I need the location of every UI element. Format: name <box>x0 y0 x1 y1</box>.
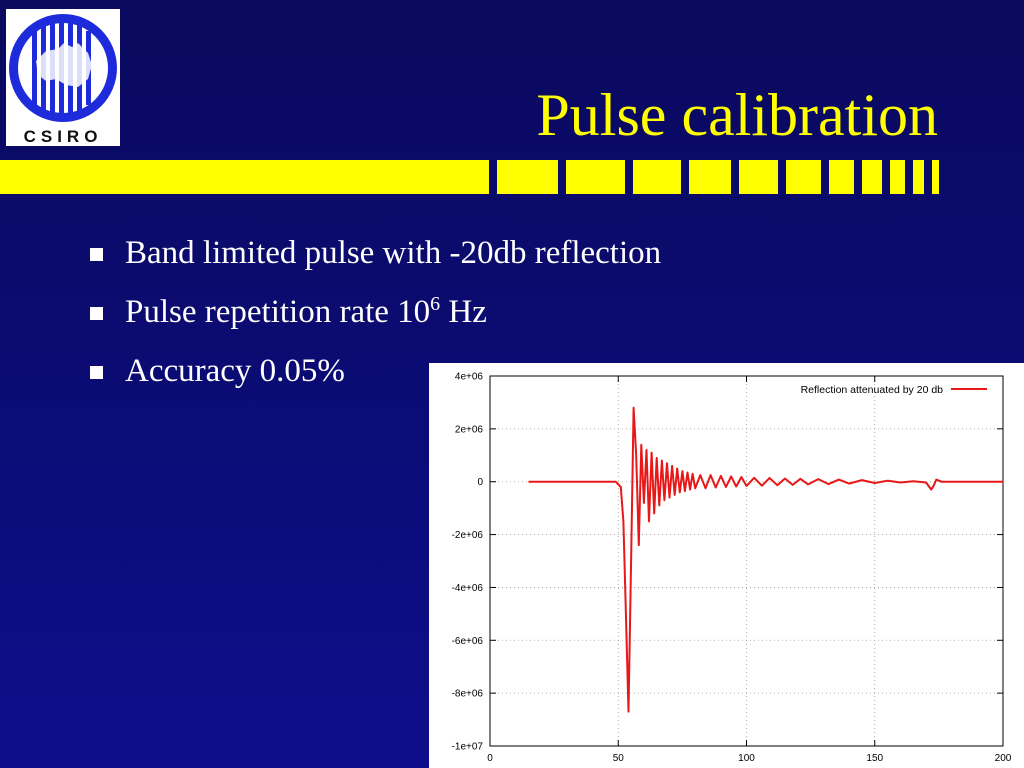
bullet-text: Pulse repetition rate 10 <box>125 294 431 330</box>
rule-segment <box>862 160 882 194</box>
bullet-list: Band limited pulse with -20db reflection… <box>88 232 661 409</box>
y-tick-label: 2e+06 <box>455 424 484 435</box>
rule-segment <box>0 160 489 194</box>
rule-segment <box>913 160 924 194</box>
x-tick-label: 150 <box>866 753 883 764</box>
rule-segment <box>633 160 681 194</box>
bullet-superscript: 6 <box>430 293 441 315</box>
rule-segment <box>497 160 558 194</box>
bullet-suffix: Hz <box>440 294 487 330</box>
series-line <box>528 406 1003 713</box>
bullet-text: Band limited pulse with -20db reflection <box>125 235 662 271</box>
bullet-item: Band limited pulse with -20db reflection <box>88 232 661 291</box>
y-tick-label: 0 <box>477 477 483 488</box>
y-tick-label: -1e+07 <box>452 742 484 753</box>
x-tick-label: 100 <box>738 753 755 764</box>
square-bullet-icon <box>90 366 103 379</box>
y-tick-label: -8e+06 <box>452 689 484 700</box>
square-bullet-icon <box>90 248 103 261</box>
x-tick-label: 200 <box>995 753 1012 764</box>
rule-segment <box>932 160 939 194</box>
csiro-logo: CSIRO <box>6 9 120 146</box>
slide-title: Pulse calibration <box>536 82 938 148</box>
y-tick-label: -4e+06 <box>452 583 484 594</box>
square-bullet-icon <box>90 307 103 320</box>
y-tick-label: -2e+06 <box>452 530 484 541</box>
rule-segment <box>786 160 821 194</box>
legend-label: Reflection attenuated by 20 db <box>801 384 944 396</box>
bullet-item: Accuracy 0.05% <box>88 350 661 409</box>
rule-segment <box>689 160 731 194</box>
bullet-text: Accuracy 0.05% <box>125 353 345 389</box>
y-tick-label: -6e+06 <box>452 636 484 647</box>
x-tick-label: 50 <box>613 753 625 764</box>
rule-segment <box>739 160 778 194</box>
chart-svg: 0 50 100 150 200 4e+06 2e+06 0 -2e+06 -4e+06 -6e+0… <box>452 372 1012 765</box>
rule-segment <box>890 160 905 194</box>
logo-text: CSIRO <box>23 127 103 146</box>
pulse-chart: 0 50 100 150 200 4e+06 2e+06 0 -2e+06 -4e+06 -6e+0… <box>429 363 1024 768</box>
x-tick-label: 0 <box>487 753 493 764</box>
rule-segment <box>829 160 854 194</box>
bullet-item: Pulse repetition rate 106 Hz <box>88 291 661 350</box>
csiro-emblem <box>9 14 117 122</box>
rule-segment <box>566 160 625 194</box>
y-tick-label: 4e+06 <box>455 372 484 383</box>
